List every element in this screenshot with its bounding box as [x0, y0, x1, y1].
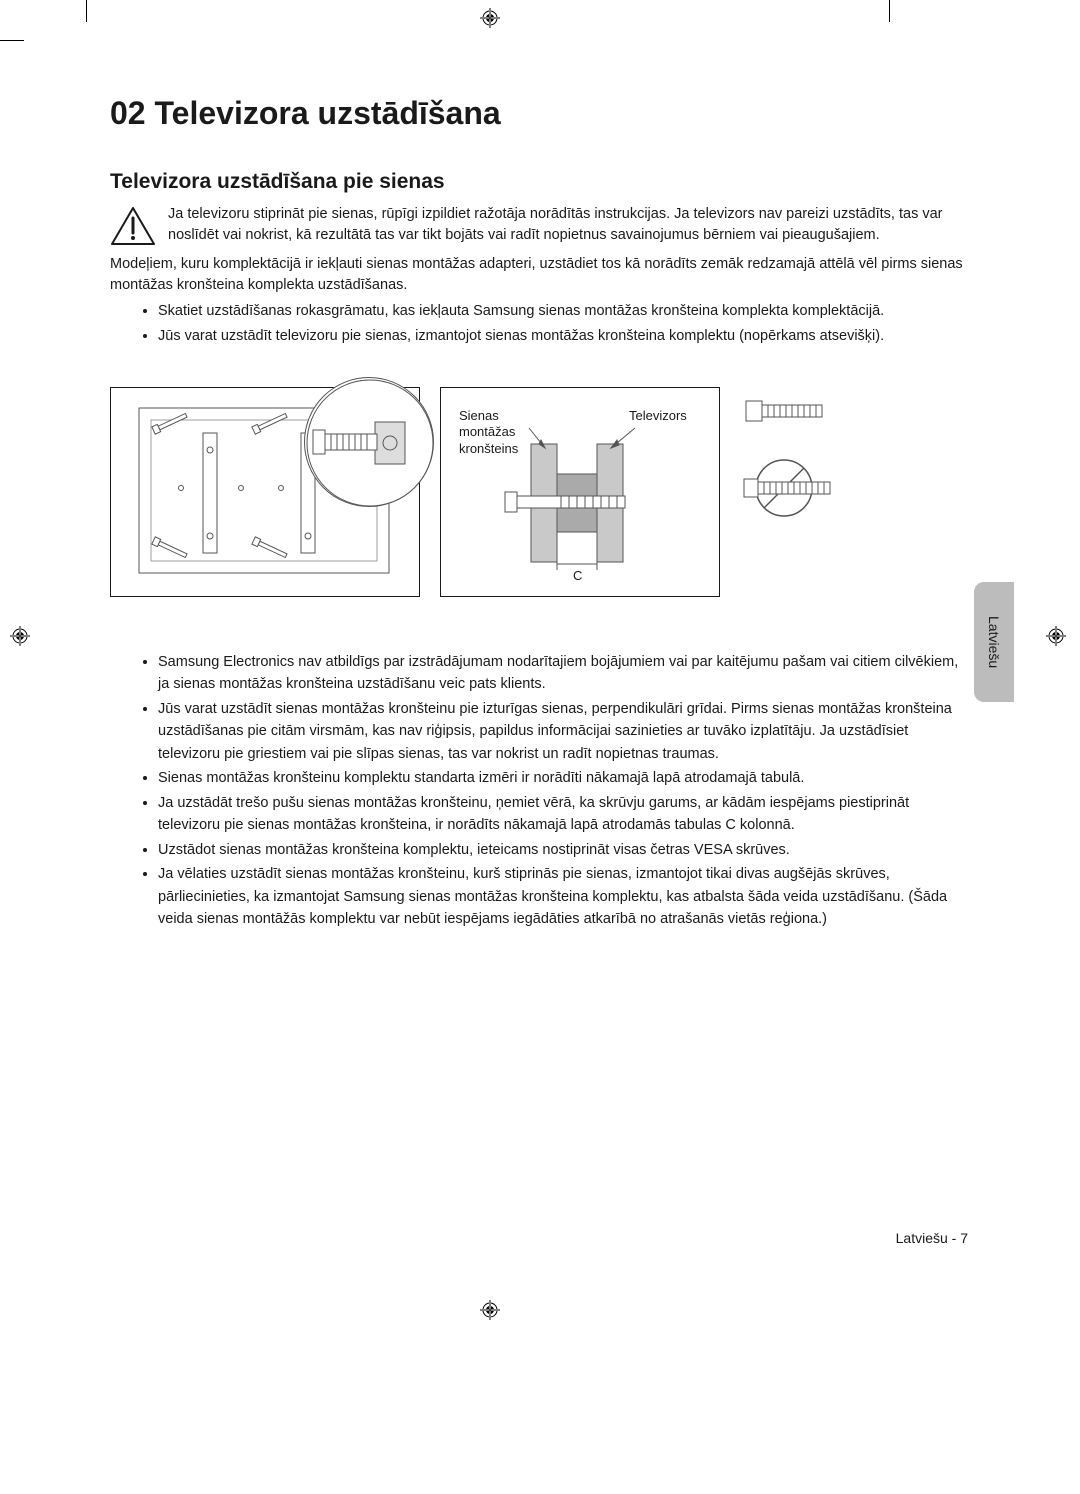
registration-mark-left	[10, 626, 30, 646]
subheading: Televizora uzstādīšana pie sienas	[110, 170, 970, 194]
page-footer: Latviešu - 7	[896, 1230, 968, 1246]
registration-mark-top	[480, 8, 500, 28]
list-item: Samsung Electronics nav atbildīgs par iz…	[158, 651, 970, 696]
warning-icon	[110, 206, 156, 246]
bullets-top: Skatiet uzstādīšanas rokasgrāmatu, kas i…	[110, 300, 970, 347]
registration-mark-bottom	[480, 1300, 500, 1320]
list-item: Ja uzstādāt trešo pušu sienas montāžas k…	[158, 792, 970, 837]
installation-diagram: Sienas montāžas kronšteins Televizors C	[110, 377, 970, 617]
list-item: Skatiet uzstādīšanas rokasgrāmatu, kas i…	[158, 300, 970, 322]
list-item: Ja vēlaties uzstādīt sienas montāžas kro…	[158, 863, 970, 930]
registration-mark-right	[1046, 626, 1066, 646]
diagram-label-tv: Televizors	[629, 408, 687, 424]
diagram-cross-section: Sienas montāžas kronšteins Televizors C	[440, 387, 720, 597]
warning-block: Ja televizoru stiprināt pie sienas, rūpī…	[110, 204, 970, 246]
diagram-screw-not-ok	[730, 457, 850, 519]
bullets-bottom: Samsung Electronics nav atbildīgs par iz…	[110, 651, 970, 931]
list-item: Jūs varat uzstādīt sienas montāžas kronš…	[158, 698, 970, 765]
language-tab-label: Latviešu	[986, 616, 1002, 668]
list-item: Uzstādot sienas montāžas kronšteina komp…	[158, 839, 970, 861]
diagram-screw-ok	[740, 389, 840, 433]
intro-paragraph: Modeļiem, kuru komplektācijā ir iekļauti…	[110, 254, 970, 296]
page-content: 02 Televizora uzstādīšana Televizora uzs…	[110, 95, 970, 933]
list-item: Sienas montāžas kronšteinu komplektu sta…	[158, 767, 970, 789]
list-item: Jūs varat uzstādīt televizoru pie sienas…	[158, 325, 970, 347]
section-heading: 02 Televizora uzstādīšana	[110, 95, 970, 132]
language-tab: Latviešu	[974, 582, 1014, 702]
warning-text: Ja televizoru stiprināt pie sienas, rūpī…	[168, 204, 970, 246]
diagram-label-bracket: Sienas montāžas kronšteins	[459, 408, 539, 457]
magnifier-icon	[304, 377, 434, 507]
diagram-label-c: C	[573, 568, 582, 584]
